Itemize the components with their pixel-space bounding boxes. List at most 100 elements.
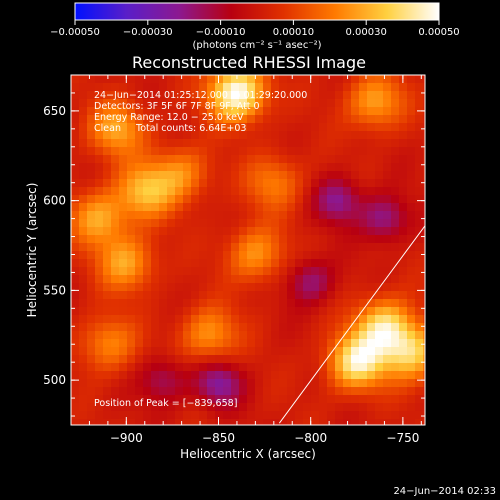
heatmap-cell (175, 347, 184, 356)
heatmap-cell (119, 299, 128, 308)
heatmap-cell (263, 355, 272, 364)
heatmap-cell (423, 187, 425, 196)
heatmap-cell (183, 363, 192, 372)
heatmap-cell (71, 195, 80, 204)
heatmap-cell (351, 123, 360, 132)
heatmap-cell (207, 291, 216, 300)
heatmap-cell (215, 387, 224, 396)
heatmap-cell (207, 243, 216, 252)
heatmap-cell (311, 171, 320, 180)
heatmap-cell (71, 411, 80, 420)
heatmap-cell (175, 259, 184, 268)
heatmap-cell (167, 147, 176, 156)
heatmap-cell (103, 283, 112, 292)
heatmap-cell (79, 339, 88, 348)
heatmap-cell (103, 315, 112, 324)
heatmap-cell (79, 91, 88, 100)
heatmap-cell (399, 155, 408, 164)
heatmap-cell (399, 203, 408, 212)
heatmap-cell (415, 251, 424, 260)
heatmap-cell (255, 107, 264, 116)
heatmap-cell (135, 179, 144, 188)
heatmap-cell (383, 187, 392, 196)
heatmap-cell (79, 155, 88, 164)
heatmap-cell (343, 403, 352, 412)
heatmap-cell (415, 115, 424, 124)
heatmap-cell (271, 187, 280, 196)
heatmap-cell (103, 131, 112, 140)
heatmap-cell (327, 299, 336, 308)
heatmap-cell (327, 283, 336, 292)
heatmap-cell (415, 339, 424, 348)
heatmap-cell (207, 315, 216, 324)
heatmap-cell (279, 379, 288, 388)
heatmap-cell (351, 347, 360, 356)
heatmap-cell (271, 323, 280, 332)
heatmap-cell (343, 307, 352, 316)
heatmap-cell (327, 179, 336, 188)
heatmap-cell (71, 267, 80, 276)
heatmap-cell (407, 339, 416, 348)
heatmap-cell (127, 83, 136, 92)
heatmap-cell (215, 395, 224, 404)
heatmap-cell (111, 379, 120, 388)
colorbar-tick-label: −0.00010 (196, 27, 246, 38)
heatmap-cell (311, 219, 320, 228)
heatmap-cell (351, 115, 360, 124)
heatmap-cell (247, 211, 256, 220)
heatmap-cell (247, 371, 256, 380)
colorbar-ticks: −0.00050 −0.00030 −0.00010 0.00010 0.00030 0.… (50, 20, 460, 38)
heatmap-cell (111, 339, 120, 348)
heatmap-cell (319, 267, 328, 276)
heatmap-cell (215, 203, 224, 212)
heatmap-cell (367, 123, 376, 132)
heatmap-cell (335, 219, 344, 228)
heatmap-cell (423, 411, 425, 420)
heatmap-cell (343, 163, 352, 172)
heatmap-cell (407, 323, 416, 332)
heatmap-cell (183, 283, 192, 292)
heatmap-cell (87, 131, 96, 140)
heatmap-cell (231, 355, 240, 364)
heatmap-cell (87, 363, 96, 372)
heatmap-cell (167, 387, 176, 396)
heatmap-cell (175, 387, 184, 396)
heatmap-cell (223, 387, 232, 396)
heatmap-cell (151, 163, 160, 172)
heatmap-cell (367, 283, 376, 292)
heatmap-cell (71, 251, 80, 260)
heatmap-cell (383, 203, 392, 212)
heatmap-cell (263, 379, 272, 388)
heatmap-cell (199, 323, 208, 332)
heatmap-cell (103, 395, 112, 404)
heatmap-cell (311, 347, 320, 356)
heatmap-cell (375, 379, 384, 388)
heatmap-cell (263, 283, 272, 292)
heatmap-cell (367, 83, 376, 92)
heatmap-cell (263, 115, 272, 124)
heatmap-cell (399, 387, 408, 396)
heatmap-cell (119, 115, 128, 124)
heatmap-cell (135, 387, 144, 396)
x-tick-label: −750 (386, 431, 419, 445)
heatmap-cell (311, 115, 320, 124)
heatmap-cell (383, 99, 392, 108)
heatmap-cell (351, 195, 360, 204)
heatmap-cell (263, 291, 272, 300)
heatmap-cell (87, 115, 96, 124)
heatmap-cell (167, 75, 176, 84)
heatmap-cell (183, 307, 192, 316)
heatmap-cell (127, 163, 136, 172)
heatmap-cell (351, 387, 360, 396)
heatmap-cell (375, 243, 384, 252)
heatmap-cell (279, 99, 288, 108)
heatmap-cell (135, 379, 144, 388)
heatmap-cell (175, 211, 184, 220)
heatmap-cell (231, 155, 240, 164)
heatmap-cell (335, 259, 344, 268)
heatmap-cell (415, 155, 424, 164)
heatmap-cell (319, 179, 328, 188)
heatmap-cell (335, 387, 344, 396)
heatmap-cell (71, 339, 80, 348)
heatmap-cell (255, 323, 264, 332)
